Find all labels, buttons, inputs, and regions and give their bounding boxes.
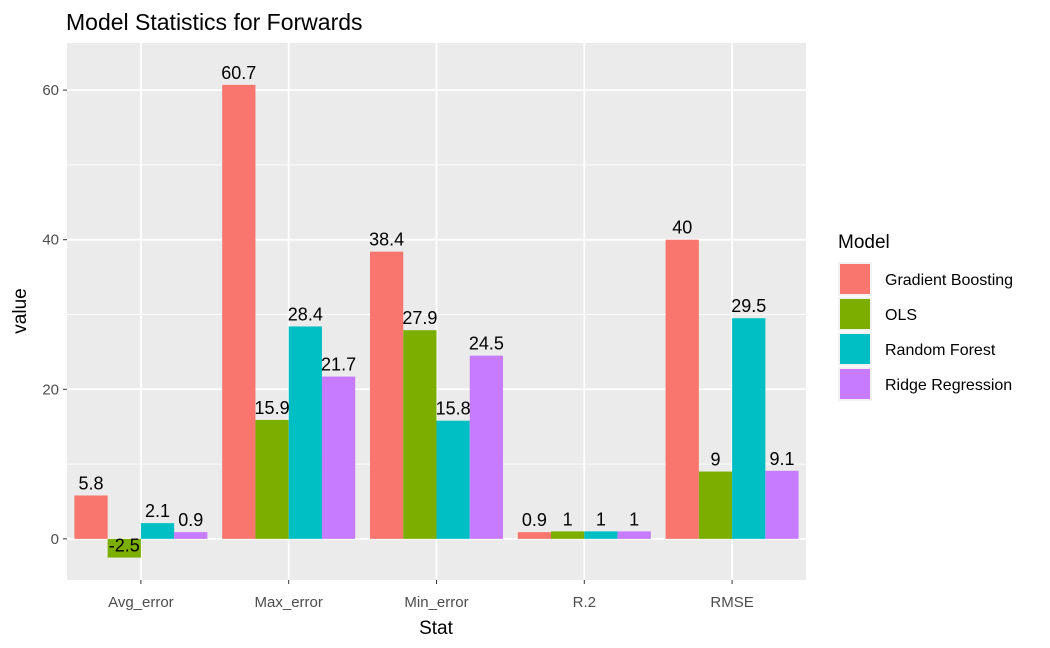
legend-label: Random Forest — [885, 342, 996, 359]
data-label: 0.9 — [178, 510, 203, 530]
legend: Model Gradient Boosting OLS Random Forest R… — [838, 232, 1013, 401]
bar — [732, 318, 766, 539]
x-axis-title: Stat — [419, 618, 454, 639]
y-tick-label: 40 — [42, 232, 59, 249]
bar — [469, 355, 504, 539]
bar — [698, 471, 733, 539]
data-label: 5.8 — [79, 473, 104, 493]
bar — [222, 84, 256, 539]
data-label: 15.8 — [436, 399, 471, 419]
bar — [174, 532, 208, 539]
data-label: 0.9 — [522, 510, 547, 530]
y-axis-title: value — [10, 288, 31, 333]
data-label: 40 — [672, 218, 692, 238]
data-label-layer: 5.8 -2.52.1 0.9 60.7 15.9 28.4 21.7 38.4 27.9 15.… — [79, 63, 795, 556]
bar — [551, 531, 585, 539]
chart-title: Model Statistics for Forwards — [66, 9, 363, 35]
y-tick-label: 20 — [42, 381, 59, 398]
bar — [617, 531, 651, 539]
data-label: 15.9 — [255, 398, 290, 418]
data-label: 2.1 — [145, 501, 170, 521]
legend-swatch — [840, 334, 870, 364]
data-label: 1 — [563, 509, 573, 529]
legend-label: Gradient Boosting — [885, 272, 1013, 289]
legend-swatch — [840, 369, 870, 399]
legend-swatch — [840, 299, 870, 329]
y-tick-label: 60 — [42, 82, 59, 99]
bar — [255, 419, 289, 539]
data-label: 21.7 — [321, 355, 356, 375]
bar — [584, 531, 618, 539]
x-tick-label: RMSE — [710, 594, 753, 611]
x-tick-label: Min_error — [404, 594, 468, 611]
bar — [369, 251, 404, 539]
data-label: 9.1 — [769, 449, 794, 469]
bar — [436, 420, 470, 539]
y-tick-label: 0 — [51, 531, 59, 548]
data-label: -2.5 — [109, 536, 140, 556]
legend-label: Ridge Regression — [885, 377, 1012, 394]
data-label: 9 — [710, 450, 720, 470]
data-label: 27.9 — [402, 308, 437, 328]
bar — [321, 376, 356, 539]
data-label: 38.4 — [369, 230, 404, 250]
bar — [140, 523, 175, 539]
x-tick-label: Avg_error — [108, 594, 174, 611]
legend-swatch — [840, 264, 870, 294]
data-label: 60.7 — [221, 63, 256, 83]
bar — [74, 495, 108, 539]
data-label: 29.5 — [731, 296, 766, 316]
bar — [517, 532, 552, 539]
bar — [403, 330, 437, 539]
bar-layer — [74, 84, 799, 558]
bar — [665, 239, 699, 539]
data-label: 1 — [629, 509, 639, 529]
bar — [765, 470, 799, 539]
bar — [288, 326, 322, 539]
legend-title: Model — [838, 232, 890, 253]
bar — [107, 538, 141, 558]
data-label: 28.4 — [288, 304, 323, 324]
x-tick-label: R.2 — [573, 594, 596, 611]
tick-layer: 0 20 40 60 Avg_error Max_error Min_error R.2 RMS… — [42, 82, 753, 611]
legend-items: Gradient Boosting OLS Random Forest Ridge R… — [838, 262, 1013, 401]
legend-label: OLS — [885, 307, 917, 324]
data-label: 24.5 — [469, 334, 504, 354]
data-label: 1 — [596, 509, 606, 529]
x-tick-label: Max_error — [255, 594, 323, 611]
